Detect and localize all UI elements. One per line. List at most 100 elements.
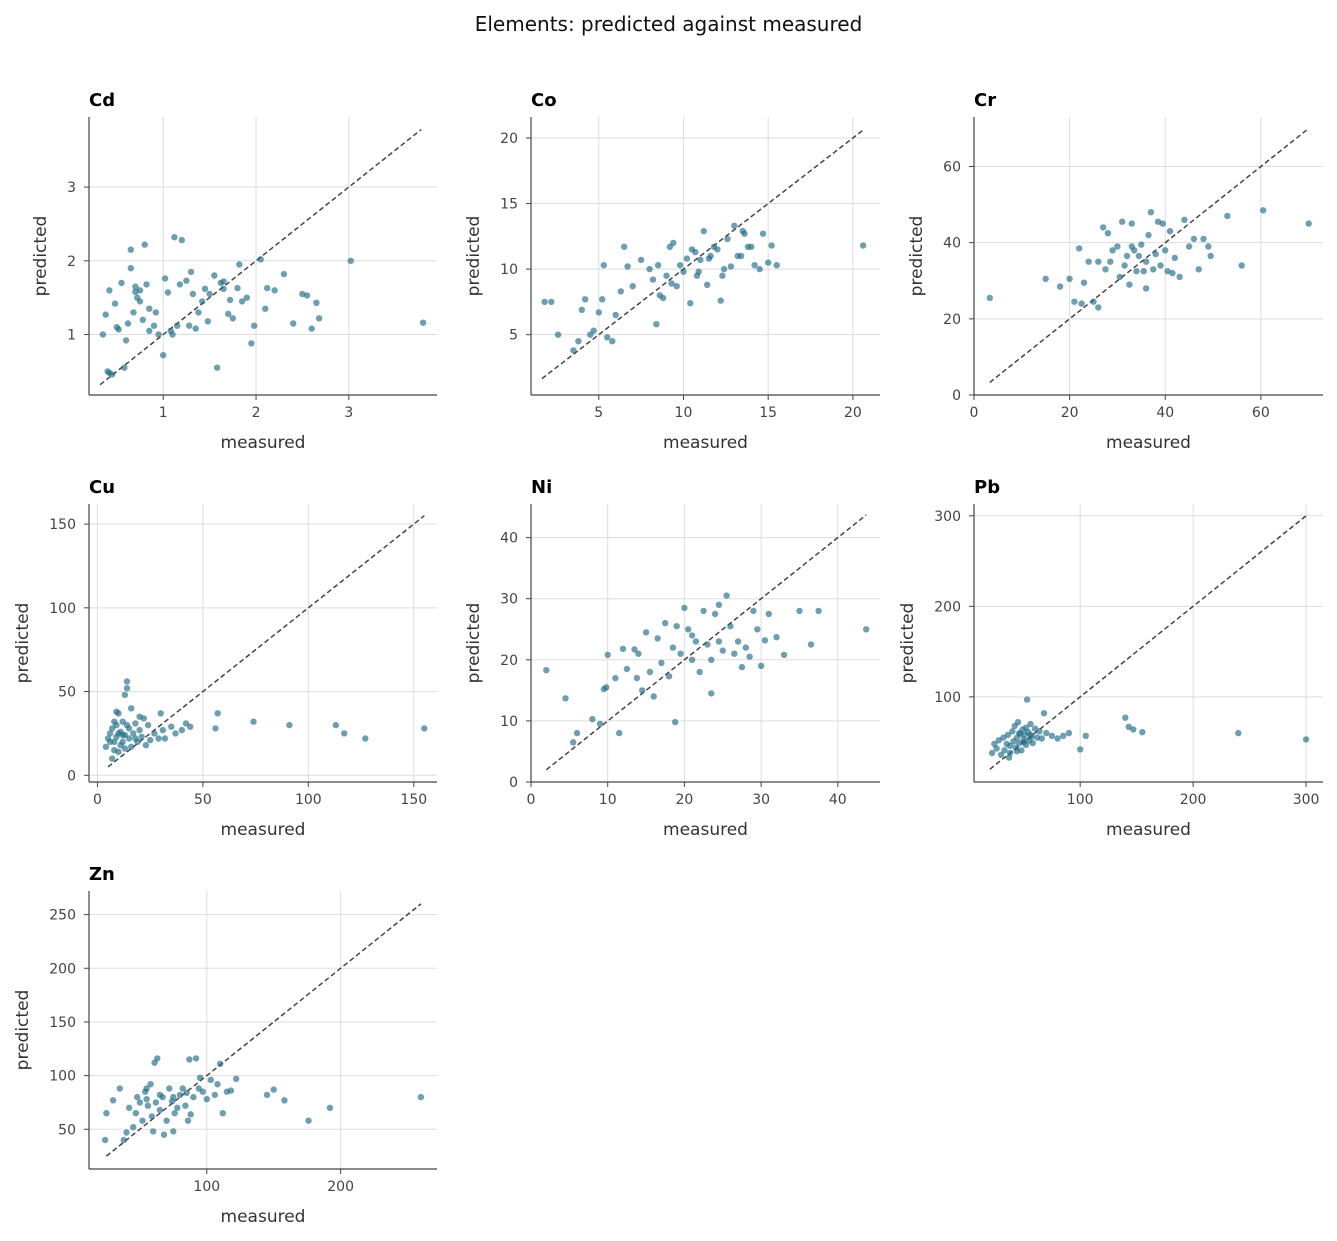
data-point [417, 1093, 425, 1101]
data-point [1038, 735, 1046, 742]
data-point [637, 256, 645, 264]
data-point [219, 1110, 226, 1117]
x-tick-label: 150 [400, 792, 427, 808]
x-tick-label: 50 [194, 792, 212, 808]
data-point [621, 243, 628, 250]
data-point [163, 1117, 170, 1124]
y-tick-label: 10 [500, 262, 518, 278]
data-point [124, 320, 132, 327]
x-tick-label: 20 [844, 405, 862, 421]
data-point [128, 705, 135, 712]
data-point [121, 364, 128, 371]
data-point [1150, 266, 1157, 273]
identity-line [989, 515, 1307, 770]
data-point [147, 1081, 154, 1088]
data-point [201, 285, 209, 292]
identity-line [541, 129, 864, 380]
data-point [160, 1131, 168, 1138]
data-point [653, 321, 660, 328]
y-tick-label: 250 [49, 908, 76, 924]
data-point [1138, 241, 1145, 248]
data-point [759, 230, 767, 237]
data-point [635, 650, 642, 657]
data-point [1159, 220, 1167, 227]
data-point [1260, 207, 1267, 214]
data-point [756, 265, 763, 273]
y-tick-label: 20 [943, 312, 961, 328]
data-point [192, 325, 199, 332]
data-point [750, 607, 757, 615]
data-point [665, 673, 673, 680]
data-point [123, 721, 131, 729]
data-point [1181, 216, 1188, 223]
y-tick-label: 10 [500, 714, 518, 730]
data-point [629, 283, 636, 290]
data-point [673, 623, 680, 630]
data-point [796, 607, 803, 615]
x-axis-label: measured [221, 820, 306, 840]
data-point [164, 289, 172, 296]
x-tick-label: 100 [295, 792, 322, 808]
data-point [617, 288, 624, 295]
data-point [121, 691, 129, 699]
data-point [127, 246, 134, 253]
y-tick-label: 50 [58, 1122, 76, 1138]
data-point [1305, 220, 1312, 227]
data-point [109, 755, 116, 762]
data-point [609, 338, 616, 345]
x-axis-label: measured [1106, 820, 1191, 840]
panel-cd: 1 2 3 1 2 3 Cd measured predicted [31, 90, 437, 453]
data-point [123, 678, 131, 685]
x-tick-label: 2 [252, 405, 261, 421]
data-point [227, 1087, 235, 1094]
data-point [171, 234, 178, 241]
data-point [1095, 304, 1102, 311]
identity-line [107, 515, 425, 768]
data-point [1107, 258, 1114, 265]
data-point [136, 726, 143, 734]
data-point [1071, 298, 1078, 305]
data-point [362, 735, 369, 742]
data-point [1302, 736, 1310, 743]
y-tick-label: 3 [67, 180, 76, 196]
data-point [670, 239, 677, 247]
data-point [243, 294, 250, 301]
data-point [1126, 281, 1133, 288]
data-point [719, 647, 726, 654]
data-point [203, 1096, 210, 1103]
y-tick-label: 150 [49, 517, 76, 533]
data-point [548, 298, 555, 306]
data-point [1142, 285, 1150, 292]
y-tick-label: 100 [49, 1069, 76, 1085]
x-tick-label: 10 [675, 405, 693, 421]
data-point [599, 296, 606, 303]
data-point [1001, 747, 1008, 754]
data-point [132, 720, 139, 727]
data-point [101, 1136, 109, 1144]
data-point [195, 309, 202, 316]
data-point [143, 1096, 150, 1103]
data-point [815, 607, 822, 615]
data-point [238, 298, 246, 305]
y-tick-label: 15 [500, 197, 518, 213]
data-point [154, 1055, 161, 1062]
data-point [731, 222, 738, 229]
data-point [619, 645, 627, 652]
data-point [347, 257, 354, 264]
data-point [1066, 275, 1073, 282]
data-point [155, 735, 162, 742]
data-point [1139, 729, 1146, 736]
data-point [1043, 729, 1050, 737]
data-point [595, 309, 602, 316]
data-point [715, 601, 723, 608]
data-point [654, 635, 661, 642]
data-point [150, 1128, 157, 1135]
panel-zn: 100 200 50 100 150 200 250 Zn measured predicted [13, 864, 437, 1227]
data-point [419, 319, 427, 326]
data-point [692, 638, 700, 645]
data-point [1082, 732, 1090, 739]
y-tick-label: 2 [67, 254, 76, 270]
data-point [1238, 262, 1245, 269]
data-point [421, 725, 428, 732]
